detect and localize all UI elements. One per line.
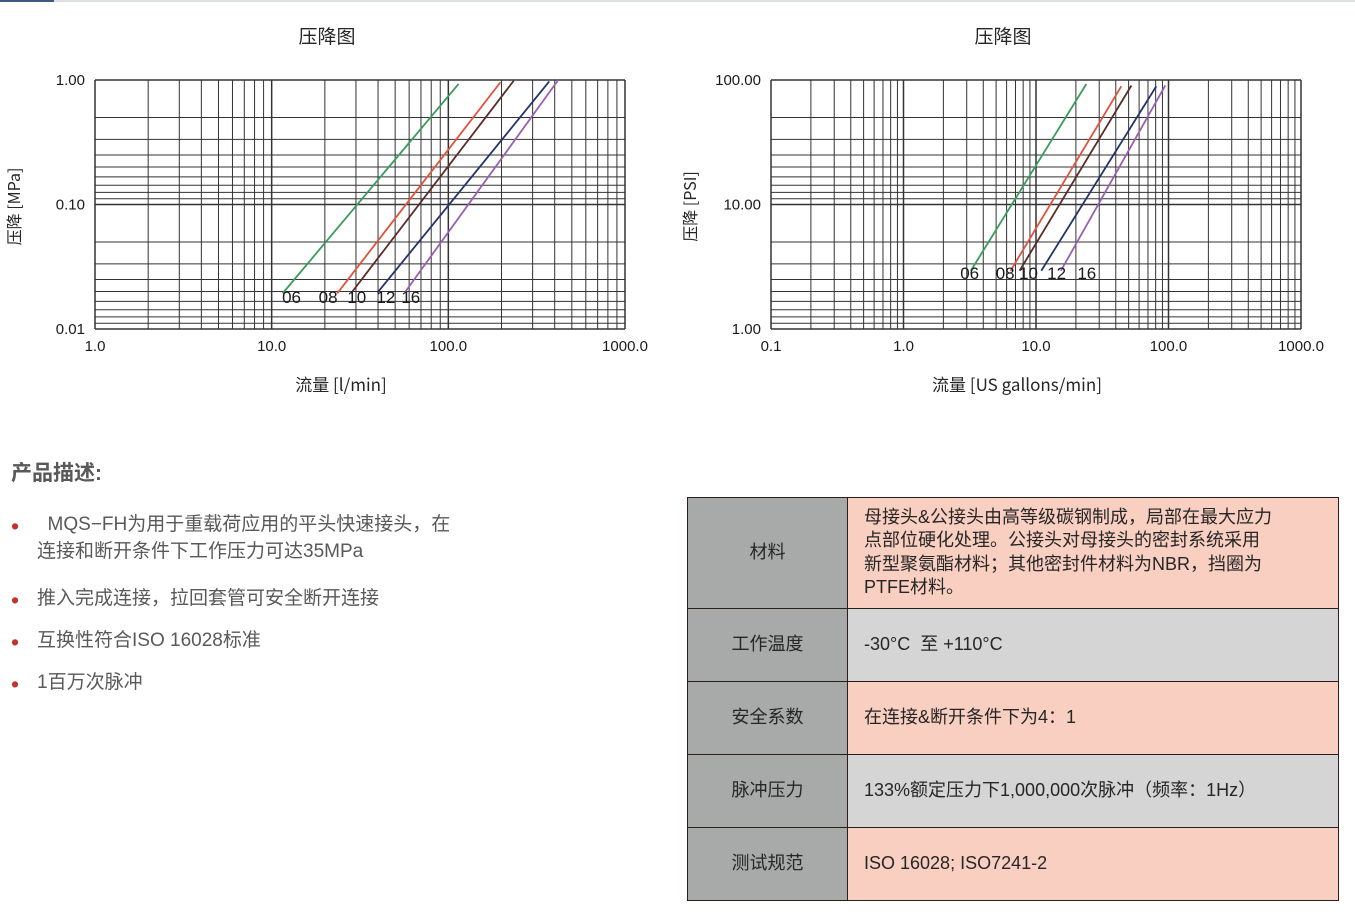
svg-text:0.01: 0.01 [56, 321, 85, 338]
svg-text:压降 [MPa]: 压降 [MPa] [2, 168, 25, 246]
svg-text:1000.0: 1000.0 [1278, 338, 1324, 355]
svg-text:流量 [l/min]: 流量 [l/min] [295, 371, 387, 396]
svg-text:16: 16 [401, 288, 420, 307]
svg-text:100.0: 100.0 [430, 338, 468, 355]
svg-text:08: 08 [996, 264, 1015, 283]
svg-text:08: 08 [319, 288, 338, 307]
svg-text:10: 10 [1019, 264, 1038, 283]
svg-text:压降图: 压降图 [974, 22, 1031, 49]
svg-text:12: 12 [376, 288, 395, 307]
svg-text:压降图: 压降图 [298, 22, 355, 49]
svg-text:1.00: 1.00 [732, 321, 761, 338]
svg-text:10.0: 10.0 [1021, 338, 1050, 355]
svg-text:1.0: 1.0 [85, 338, 106, 355]
svg-text:10.00: 10.00 [723, 197, 761, 214]
svg-text:0.10: 0.10 [56, 197, 85, 214]
svg-text:06: 06 [960, 264, 979, 283]
svg-text:1000.0: 1000.0 [602, 338, 648, 355]
svg-text:1.0: 1.0 [893, 338, 914, 355]
svg-text:100.00: 100.00 [715, 72, 761, 89]
svg-text:1.00: 1.00 [56, 72, 85, 89]
svg-text:16: 16 [1077, 264, 1096, 283]
svg-text:06: 06 [282, 288, 301, 307]
svg-text:12: 12 [1047, 264, 1066, 283]
svg-text:100.0: 100.0 [1150, 338, 1188, 355]
svg-text:流量 [US gallons/min]: 流量 [US gallons/min] [932, 371, 1102, 396]
svg-text:10.0: 10.0 [257, 338, 286, 355]
svg-text:压降 [PSI]: 压降 [PSI] [678, 171, 701, 242]
svg-text:10: 10 [347, 288, 366, 307]
svg-text:0.1: 0.1 [761, 338, 782, 355]
